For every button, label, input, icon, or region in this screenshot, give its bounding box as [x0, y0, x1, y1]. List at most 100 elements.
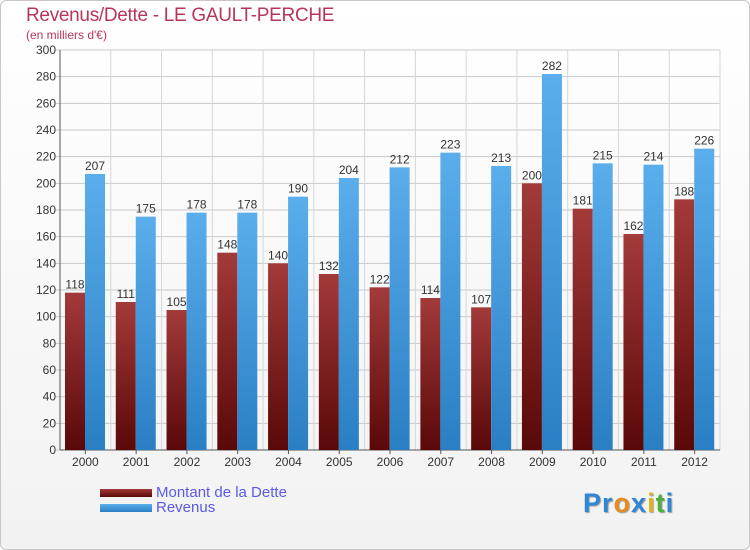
chart-subtitle: (en milliers d'€): [26, 28, 107, 42]
bar-revenus: [237, 212, 258, 450]
chart-title: Revenus/Dette - LE GAULT-PERCHE: [26, 5, 335, 26]
bar-debt: [623, 234, 644, 450]
x-tick-label: 2007: [427, 455, 454, 469]
logo-letter: i: [665, 488, 675, 518]
x-tick-label: 2008: [478, 455, 505, 469]
y-tick-label: 80: [43, 336, 57, 350]
data-label: 148: [217, 238, 237, 252]
y-tick-label: 100: [36, 310, 56, 324]
data-label: 132: [319, 259, 339, 273]
x-tick-label: 2002: [174, 455, 201, 469]
bar-debt: [471, 307, 492, 450]
x-tick-label: 2001: [123, 455, 150, 469]
data-label: 140: [268, 248, 288, 262]
y-tick-label: 160: [36, 230, 56, 244]
bar-revenus: [491, 166, 512, 450]
data-label: 207: [85, 159, 105, 173]
bar-debt: [268, 263, 289, 450]
legend-label-revenus: Revenus: [156, 499, 216, 516]
bar-revenus: [694, 148, 715, 450]
bar-revenus: [541, 74, 562, 450]
y-tick-label: 300: [36, 43, 56, 57]
logo-letter: o: [613, 488, 632, 518]
y-tick-label: 280: [36, 70, 56, 84]
bar-debt: [115, 302, 136, 450]
data-label: 178: [237, 198, 257, 212]
bar-revenus: [135, 216, 156, 450]
y-tick-label: 200: [36, 176, 56, 190]
bar-debt: [369, 287, 390, 450]
data-label: 204: [339, 163, 359, 177]
data-label: 181: [573, 194, 593, 208]
data-label: 223: [440, 138, 460, 152]
data-label: 107: [471, 292, 491, 306]
y-tick-label: 0: [49, 443, 56, 457]
proxiti-logo: Proxiti: [583, 488, 674, 519]
x-tick-label: 2012: [681, 455, 708, 469]
data-label: 162: [623, 219, 643, 233]
x-tick-label: 2011: [631, 455, 657, 469]
y-tick-label: 120: [36, 283, 56, 297]
logo-letter: x: [631, 488, 648, 518]
y-tick-label: 240: [36, 123, 56, 137]
data-label: 212: [390, 152, 410, 166]
bar-revenus: [186, 212, 207, 450]
data-label: 215: [593, 148, 613, 162]
y-tick-label: 140: [36, 256, 56, 270]
bar-debt: [521, 183, 542, 451]
x-tick-label: 2000: [72, 455, 99, 469]
bar-revenus: [288, 196, 309, 450]
x-tick-label: 2004: [275, 455, 302, 469]
bar-debt: [420, 298, 441, 450]
x-axis-ticks: 2000 2001 2002 2003 2004 2005 2006 2007 2008 2009…: [72, 450, 708, 469]
y-tick-label: 20: [43, 416, 57, 430]
y-tick-label: 220: [36, 150, 56, 164]
x-tick-label: 2005: [326, 455, 353, 469]
bar-debt: [217, 252, 238, 450]
legend-swatch-debt: [100, 489, 152, 497]
y-axis-ticks: 0 20 40 60 80 100 120 140 160 180 200 220 240 260 280 3…: [36, 43, 56, 457]
logo-letter: r: [602, 488, 614, 518]
logo-letter: i: [647, 488, 656, 518]
data-label: 122: [370, 272, 390, 286]
legend-label-debt: Montant de la Dette: [156, 484, 287, 501]
bar-debt: [572, 208, 593, 450]
data-label: 188: [674, 184, 694, 198]
y-tick-label: 260: [36, 96, 56, 110]
bar-revenus: [338, 178, 359, 450]
x-tick-label: 2003: [224, 455, 251, 469]
data-label: 175: [136, 202, 156, 216]
bar-revenus: [85, 174, 105, 450]
data-label: 226: [694, 134, 714, 148]
data-label: 118: [65, 278, 84, 292]
x-tick-label: 2010: [580, 455, 607, 469]
logo-letter: t: [655, 488, 666, 518]
data-label: 190: [288, 182, 308, 196]
data-label: 214: [643, 150, 663, 164]
bar-revenus: [643, 164, 664, 450]
bar-debt: [674, 199, 695, 450]
bar-revenus: [592, 163, 613, 451]
data-label: 200: [522, 168, 542, 182]
bar-debt: [166, 310, 187, 450]
data-label: 111: [117, 287, 136, 301]
x-tick-label: 2009: [529, 455, 556, 469]
legend-swatch-revenus: [100, 504, 152, 512]
data-label: 105: [167, 295, 187, 309]
bar-debt: [318, 274, 339, 450]
y-tick-label: 180: [36, 203, 56, 217]
bar-debt: [65, 292, 85, 450]
y-tick-label: 40: [43, 390, 57, 404]
bar-revenus: [440, 152, 461, 450]
bars: [65, 74, 715, 451]
data-label: 213: [491, 151, 511, 165]
x-tick-label: 2006: [377, 455, 404, 469]
data-label: 282: [542, 59, 562, 73]
bar-revenus: [389, 167, 410, 451]
y-tick-label: 60: [43, 363, 57, 377]
data-label: 114: [421, 283, 440, 297]
logo-letter: P: [583, 488, 603, 518]
data-labels: 118 207 111 175 105 178 148 178 140 190 132 204 122 2…: [65, 59, 714, 309]
data-label: 178: [187, 198, 207, 212]
